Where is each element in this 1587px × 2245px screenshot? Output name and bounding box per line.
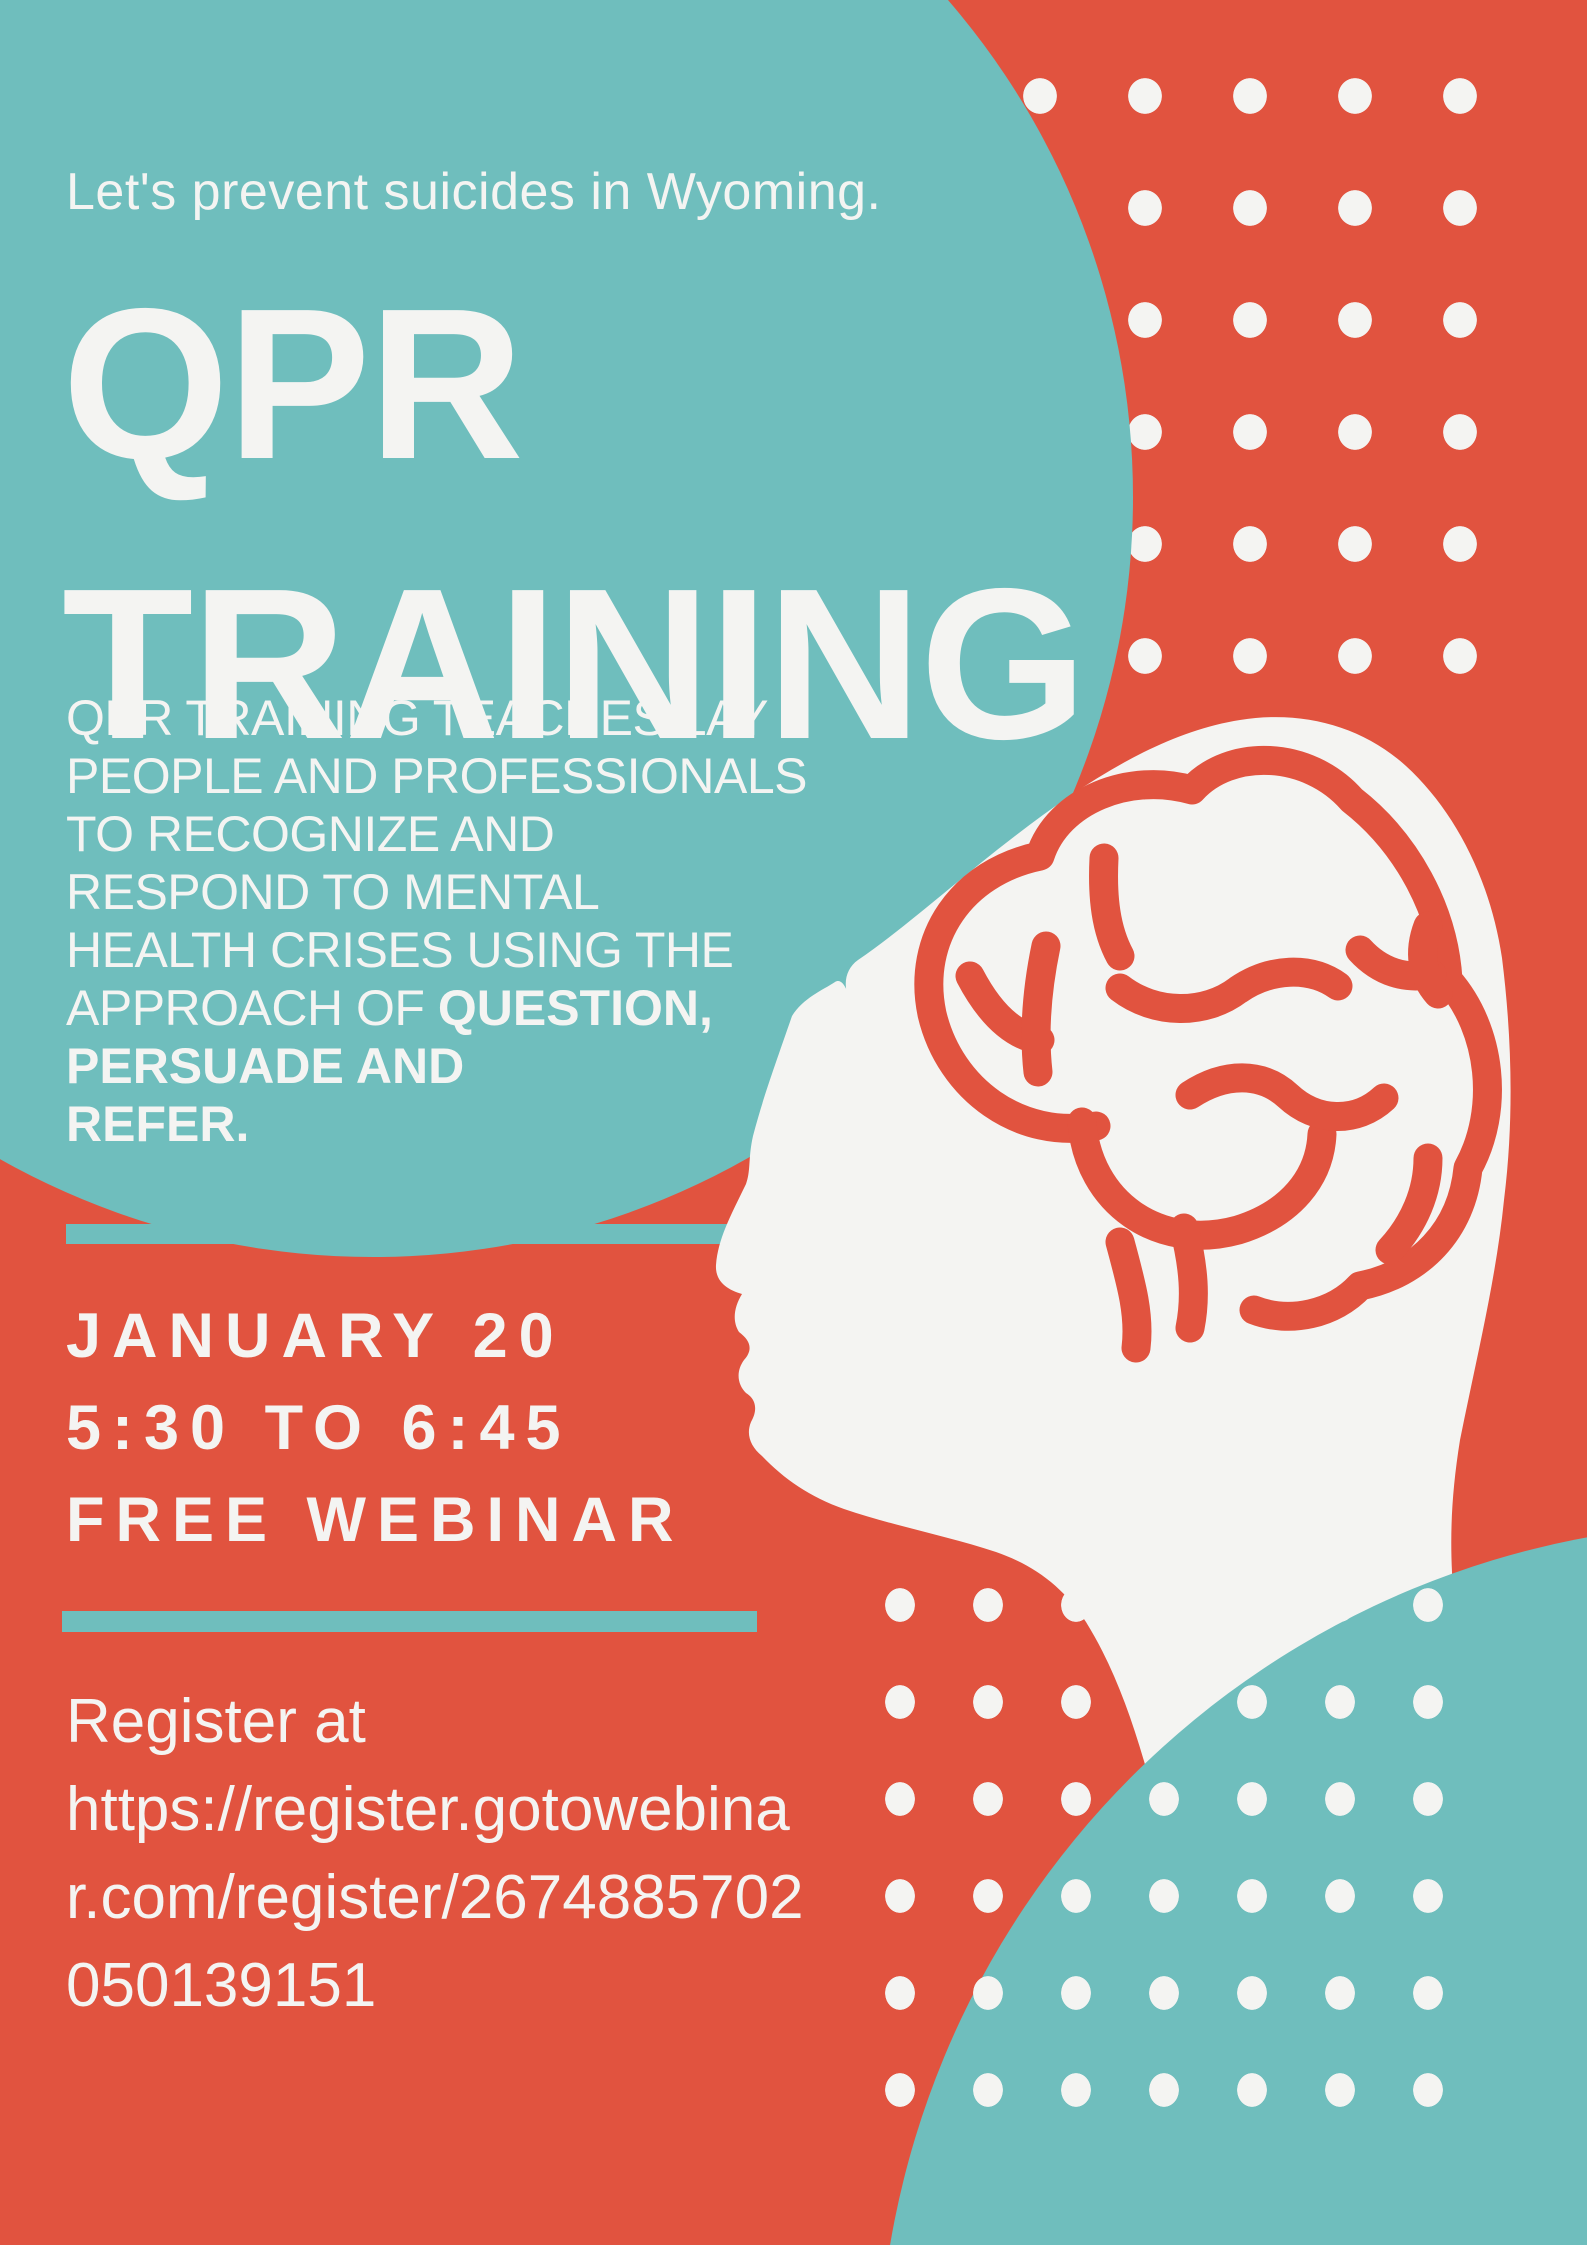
registration-url-line: 050139151: [66, 1951, 377, 2020]
registration-info: Register at https://register.gotowebina …: [66, 1678, 804, 2030]
title-line-qpr: QPR: [62, 263, 524, 504]
description-line: REFER.: [66, 1096, 250, 1152]
description-line: PEOPLE AND PROFESSIONALS: [66, 748, 808, 804]
brain-icon: [914, 745, 1502, 1363]
poster-title: QPR TRAINING: [62, 244, 1087, 804]
tagline: Let's prevent suicides in Wyoming.: [66, 163, 882, 221]
registration-label: Register at: [66, 1687, 366, 1756]
description-line: QPR TRAINING TEACHES LAY: [66, 690, 769, 746]
description-line: TO RECOGNIZE AND: [66, 806, 555, 862]
divider-bottom: [62, 1611, 757, 1632]
event-date: JANUARY 20: [66, 1301, 565, 1371]
event-time: 5:30 TO 6:45: [66, 1393, 572, 1463]
dot-pattern-bottom: [885, 1588, 1443, 2107]
description-line: RESPOND TO MENTAL: [66, 864, 600, 920]
event-format: FREE WEBINAR: [66, 1485, 685, 1555]
description-line: PERSUADE AND: [66, 1038, 465, 1094]
description-line: HEALTH CRISES USING THE: [66, 922, 734, 978]
title-line-training: TRAINING: [62, 543, 1087, 784]
description-line: APPROACH OF QUESTION,: [66, 980, 713, 1036]
description-paragraph: QPR TRAINING TEACHES LAY PEOPLE AND PROF…: [66, 689, 808, 1153]
registration-url-line: https://register.gotowebina: [66, 1775, 790, 1844]
divider-top: [66, 1224, 748, 1244]
event-schedule: JANUARY 20 5:30 TO 6:45 FREE WEBINAR: [66, 1290, 685, 1566]
registration-url-line: r.com/register/2674885702: [66, 1863, 804, 1932]
